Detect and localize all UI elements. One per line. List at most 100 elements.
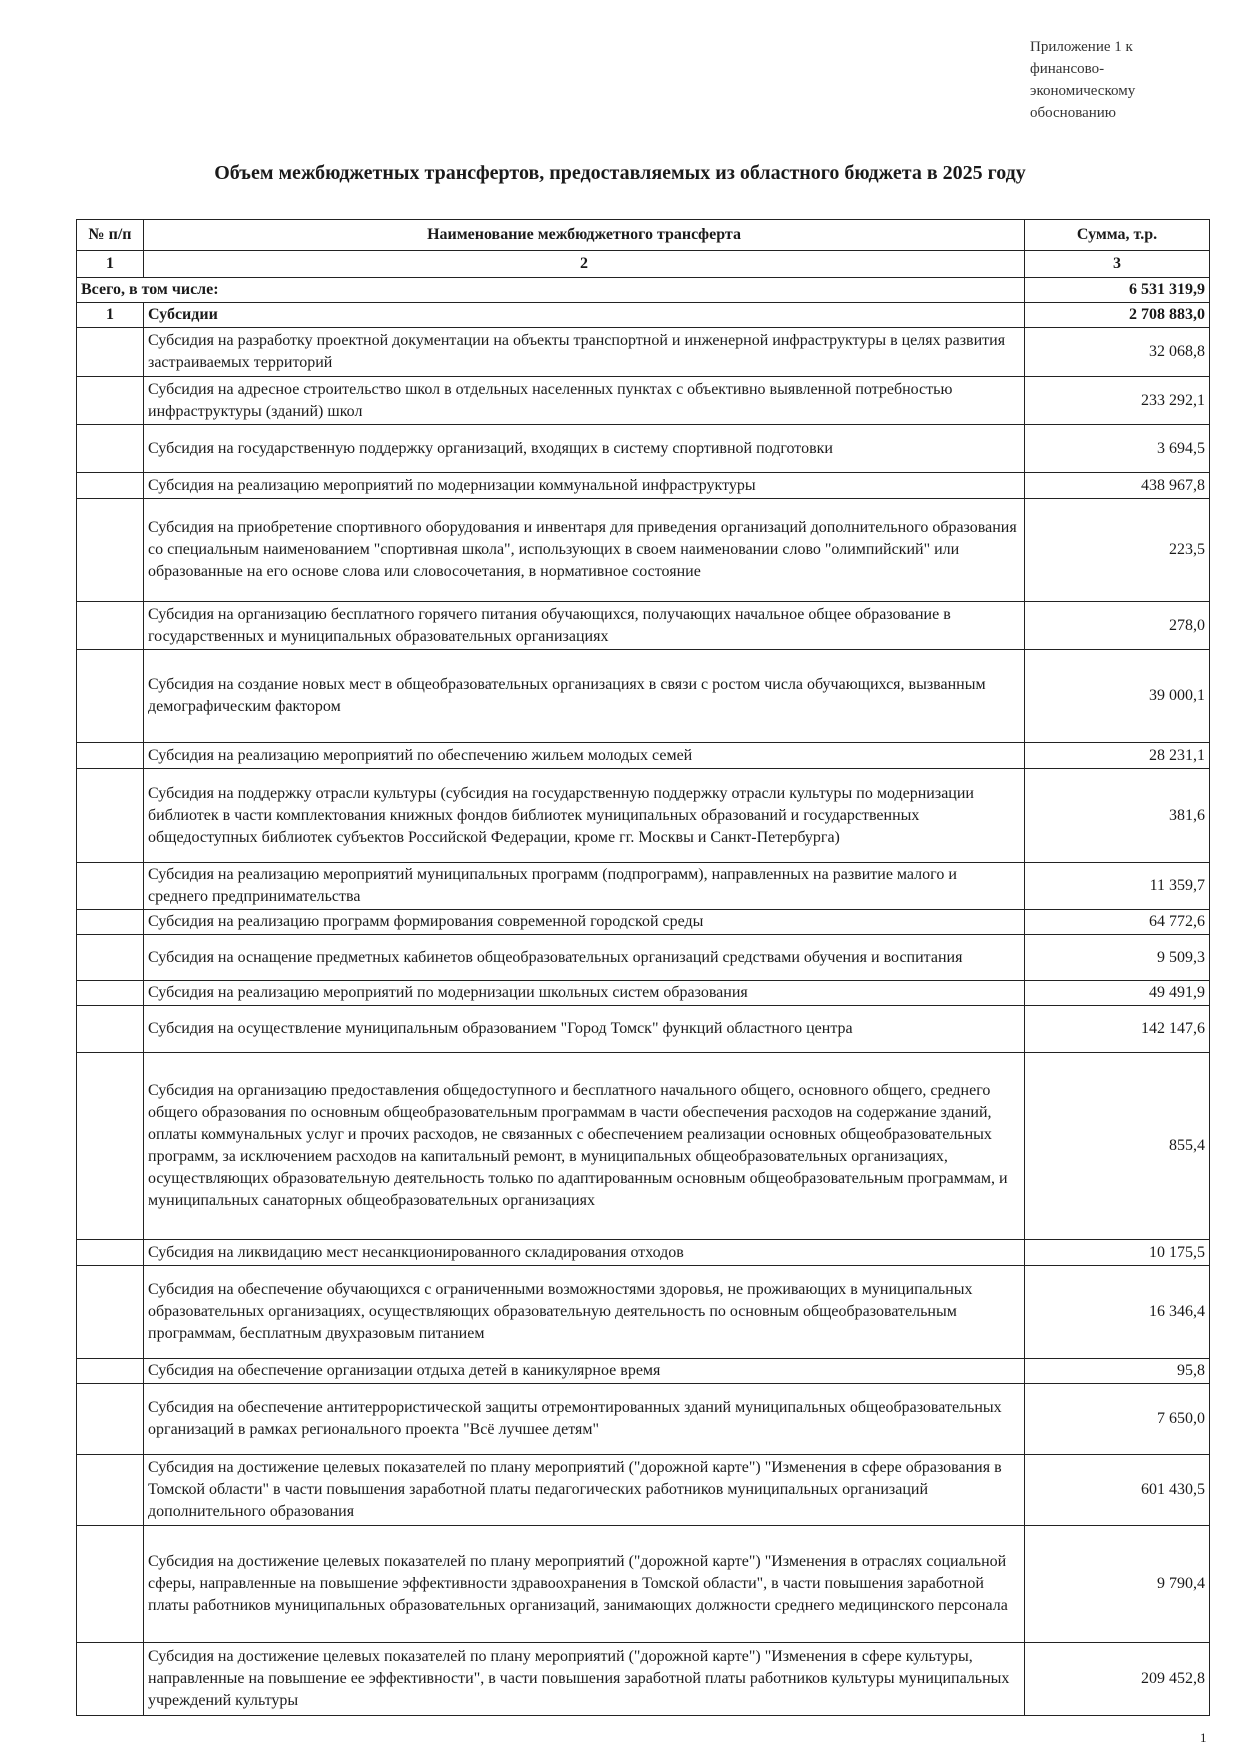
transfer-amount: 223,5: [1024, 498, 1210, 602]
transfer-amount: 438 967,8: [1024, 472, 1210, 499]
transfer-name: Субсидия на адресное строительство школ …: [143, 376, 1025, 425]
transfer-name: Субсидия на государственную поддержку ор…: [143, 424, 1025, 473]
transfer-amount: 49 491,9: [1024, 980, 1210, 1006]
transfer-amount: 95,8: [1024, 1358, 1210, 1384]
table-row: Субсидия на реализацию мероприятий по об…: [76, 742, 1210, 769]
row-num: [76, 1454, 144, 1526]
transfer-amount: 11 359,7: [1024, 862, 1210, 910]
transfer-amount: 233 292,1: [1024, 376, 1210, 425]
document-title: Объем межбюджетных трансфертов, предоста…: [214, 162, 1026, 184]
transfer-amount: 9 509,3: [1024, 934, 1210, 981]
table-row: Субсидия на приобретение спортивного обо…: [76, 498, 1210, 602]
section-row: 1 Субсидии 2 708 883,0: [76, 302, 1210, 328]
transfer-amount: 16 346,4: [1024, 1265, 1210, 1359]
table-row: Субсидия на достижение целевых показател…: [76, 1525, 1210, 1643]
table-row: Субсидия на обеспечение антитеррористиче…: [76, 1383, 1210, 1455]
total-label: Всего, в том числе:: [76, 277, 1025, 303]
table-row: Субсидия на обеспечение обучающихся с ог…: [76, 1265, 1210, 1359]
transfer-name: Субсидия на организацию предоставления о…: [143, 1052, 1025, 1240]
header-amount: Сумма, т.р.: [1024, 219, 1210, 251]
column-number: 1: [76, 250, 144, 278]
table-row: Субсидия на организацию предоставления о…: [76, 1052, 1210, 1240]
appendix-line: финансово-: [1030, 61, 1105, 77]
row-num: [76, 1265, 144, 1359]
table-row: Субсидия на ликвидацию мест несанкционир…: [76, 1239, 1210, 1266]
transfer-name: Субсидия на достижение целевых показател…: [143, 1454, 1025, 1526]
transfer-name: Субсидия на создание новых мест в общеоб…: [143, 649, 1025, 743]
transfer-amount: 64 772,6: [1024, 909, 1210, 935]
table-row: Субсидия на реализацию программ формиров…: [76, 909, 1210, 935]
row-num: [76, 601, 144, 650]
table-row: Субсидия на достижение целевых показател…: [76, 1454, 1210, 1526]
row-num: [76, 376, 144, 425]
table-row: Субсидия на разработку проектной докумен…: [76, 327, 1210, 377]
header-name: Наименование межбюджетного трансферта: [143, 219, 1025, 251]
transfer-amount: 39 000,1: [1024, 649, 1210, 743]
transfer-name: Субсидия на обеспечение антитеррористиче…: [143, 1383, 1025, 1455]
row-num: [76, 909, 144, 935]
transfer-name: Субсидия на приобретение спортивного обо…: [143, 498, 1025, 602]
section-amount: 2 708 883,0: [1024, 302, 1210, 328]
total-amount: 6 531 319,9: [1024, 277, 1210, 303]
section-label: Субсидии: [143, 302, 1025, 328]
transfer-name: Субсидия на реализацию мероприятий по мо…: [143, 980, 1025, 1006]
row-num: [76, 862, 144, 910]
transfer-name: Субсидия на обеспечение организации отды…: [143, 1358, 1025, 1384]
row-num: [76, 1358, 144, 1384]
table-row: Субсидия на адресное строительство школ …: [76, 376, 1210, 425]
transfer-name: Субсидия на осуществление муниципальным …: [143, 1005, 1025, 1053]
transfer-name: Субсидия на ликвидацию мест несанкционир…: [143, 1239, 1025, 1266]
transfer-name: Субсидия на реализацию программ формиров…: [143, 909, 1025, 935]
row-num: [76, 742, 144, 769]
transfer-amount: 9 790,4: [1024, 1525, 1210, 1643]
transfer-amount: 209 452,8: [1024, 1642, 1210, 1716]
table-row: Субсидия на обеспечение организации отды…: [76, 1358, 1210, 1384]
row-num: [76, 1642, 144, 1716]
transfers-table: № п/п Наименование межбюджетного трансфе…: [76, 219, 1210, 1716]
transfer-name: Субсидия на обеспечение обучающихся с ог…: [143, 1265, 1025, 1359]
row-num: [76, 1525, 144, 1643]
transfer-name: Субсидия на поддержку отрасли культуры (…: [143, 768, 1025, 863]
row-num: [76, 424, 144, 473]
transfer-name: Субсидия на реализацию мероприятий муниц…: [143, 862, 1025, 910]
transfer-amount: 601 430,5: [1024, 1454, 1210, 1526]
transfer-amount: 142 147,6: [1024, 1005, 1210, 1053]
transfer-name: Субсидия на организацию бесплатного горя…: [143, 601, 1025, 650]
row-num: [76, 327, 144, 377]
row-num: [76, 1383, 144, 1455]
transfer-name: Субсидия на реализацию мероприятий по мо…: [143, 472, 1025, 499]
table-row: Субсидия на достижение целевых показател…: [76, 1642, 1210, 1716]
table-row: Субсидия на поддержку отрасли культуры (…: [76, 768, 1210, 863]
table-row: Субсидия на государственную поддержку ор…: [76, 424, 1210, 473]
appendix-line: обоснованию: [1030, 105, 1116, 121]
transfer-name: Субсидия на реализацию мероприятий по об…: [143, 742, 1025, 769]
transfer-amount: 7 650,0: [1024, 1383, 1210, 1455]
row-num: [76, 934, 144, 981]
column-number: 2: [143, 250, 1025, 278]
row-num: [76, 1005, 144, 1053]
transfer-name: Субсидия на достижение целевых показател…: [143, 1525, 1025, 1643]
table-row: Субсидия на организацию бесплатного горя…: [76, 601, 1210, 650]
column-number-row: 1 2 3: [76, 250, 1210, 278]
header-num: № п/п: [76, 219, 144, 251]
table-row: Субсидия на оснащение предметных кабинет…: [76, 934, 1210, 981]
table-row: Субсидия на осуществление муниципальным …: [76, 1005, 1210, 1053]
transfer-amount: 10 175,5: [1024, 1239, 1210, 1266]
transfer-amount: 32 068,8: [1024, 327, 1210, 377]
table-row: Субсидия на создание новых мест в общеоб…: [76, 649, 1210, 743]
appendix-note: Приложение 1 к финансово- экономическому…: [1030, 36, 1135, 124]
row-num: [76, 980, 144, 1006]
header-row: № п/п Наименование межбюджетного трансфе…: [76, 219, 1210, 251]
total-row: Всего, в том числе: 6 531 319,9: [76, 277, 1210, 303]
row-num: [76, 498, 144, 602]
row-num: [76, 472, 144, 499]
transfer-amount: 381,6: [1024, 768, 1210, 863]
appendix-line: Приложение 1 к: [1030, 39, 1133, 55]
row-num: [76, 1052, 144, 1240]
row-num: [76, 1239, 144, 1266]
table-row: Субсидия на реализацию мероприятий по мо…: [76, 472, 1210, 499]
table-row: Субсидия на реализацию мероприятий по мо…: [76, 980, 1210, 1006]
transfer-name: Субсидия на оснащение предметных кабинет…: [143, 934, 1025, 981]
section-num: 1: [76, 302, 144, 328]
transfer-amount: 855,4: [1024, 1052, 1210, 1240]
